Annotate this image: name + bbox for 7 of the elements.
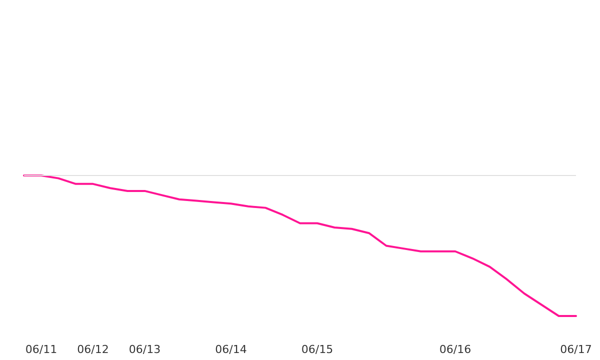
x-tick-label: 06/12 xyxy=(77,343,109,356)
x-tick-label: 06/16 xyxy=(439,343,472,356)
x-tick-label: 06/14 xyxy=(215,343,247,356)
x-tick-label: 06/17 xyxy=(560,343,592,356)
x-tick-label: 06/15 xyxy=(301,343,334,356)
x-tick-label: 06/13 xyxy=(128,343,161,356)
x-tick-label: 06/11 xyxy=(25,343,58,356)
